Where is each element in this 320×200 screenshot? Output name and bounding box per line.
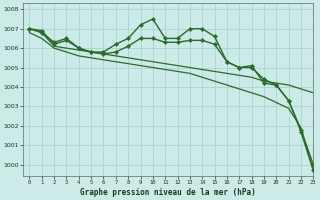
X-axis label: Graphe pression niveau de la mer (hPa): Graphe pression niveau de la mer (hPa): [80, 188, 256, 197]
